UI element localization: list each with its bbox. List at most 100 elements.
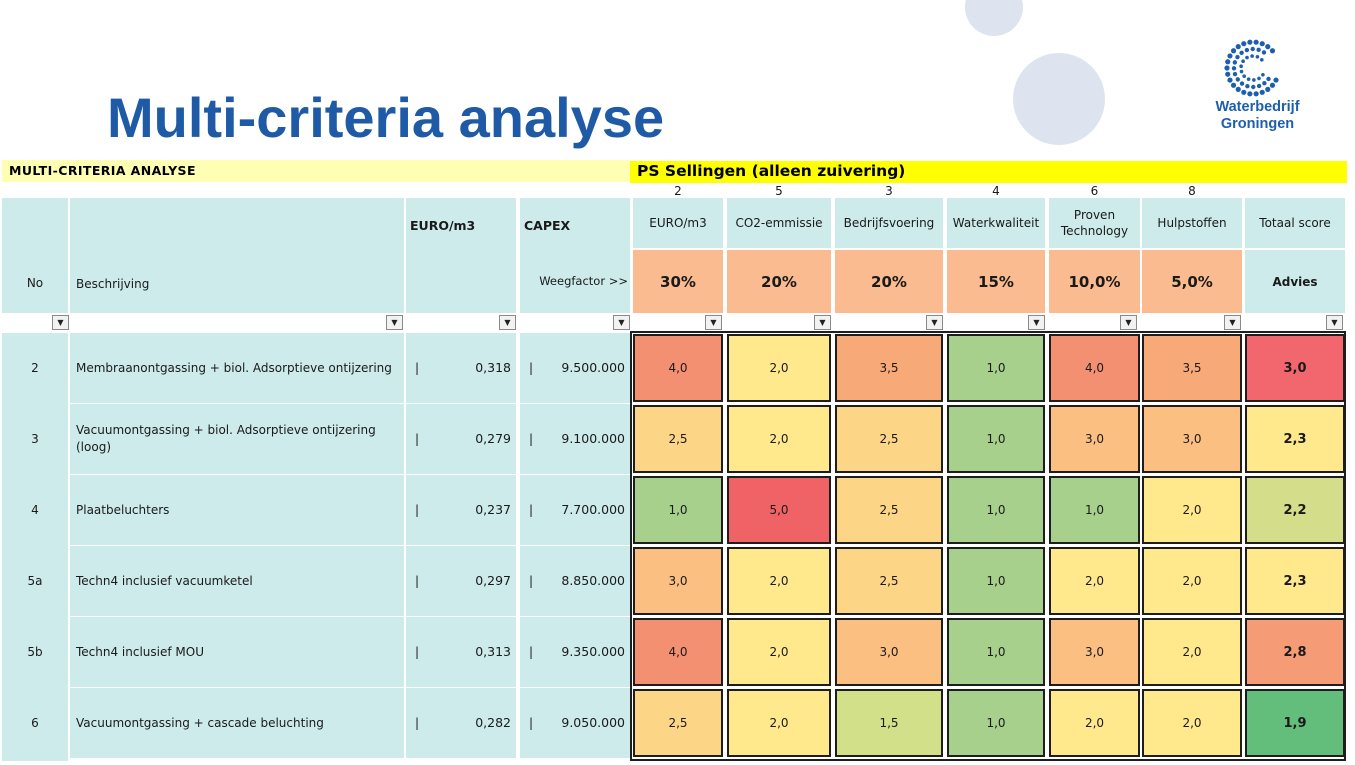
score-value: 2,5 [668, 432, 688, 446]
row-euro-value: 0,297 [475, 573, 511, 588]
header-total: Totaal score [1245, 198, 1345, 248]
score-value: 2,0 [1084, 716, 1105, 730]
score-cell: 3,0 [633, 547, 723, 615]
cell-marker: | [529, 574, 534, 588]
weight-factor-label: Weegfactor >> [539, 274, 628, 288]
row-euro: | 0,282 [406, 688, 516, 758]
score-value: 1,0 [986, 574, 1006, 588]
criterion-header: Bedrijfsvoering [835, 198, 943, 248]
row-number: 4 [2, 475, 68, 545]
row-capex-value: 9.050.000 [561, 715, 625, 730]
filter-dropdown-button[interactable]: ▼ [705, 315, 722, 330]
chevron-down-icon: ▼ [57, 318, 64, 327]
score-value: 3,0 [668, 574, 688, 588]
score-cell: 4,0 [1049, 334, 1140, 402]
header-euro: EURO/m3 [406, 198, 516, 313]
score-value: 2,5 [879, 432, 899, 446]
filter-dropdown-button[interactable]: ▼ [1120, 315, 1137, 330]
chevron-down-icon: ▼ [931, 318, 938, 327]
filter-dropdown-button[interactable]: ▼ [386, 315, 403, 330]
criterion-weight-value: 20% [871, 272, 907, 291]
chevron-down-icon: ▼ [504, 318, 511, 327]
row-description: Vacuumontgassing + cascade beluchting [70, 688, 404, 758]
filter-dropdown-button[interactable]: ▼ [499, 315, 516, 330]
score-value: 2,0 [1182, 574, 1202, 588]
filter-dropdown-button[interactable]: ▼ [1028, 315, 1045, 330]
score-cell: 5,0 [727, 476, 831, 544]
header-euro-label: EURO/m3 [410, 218, 476, 233]
score-value: 2,0 [1182, 716, 1202, 730]
row-capex: | 9.100.000 [520, 404, 630, 474]
score-value: 2,5 [879, 503, 899, 517]
row-description: Plaatbeluchters [70, 475, 404, 545]
score-value: 2,0 [769, 574, 789, 588]
row-number: 6 [2, 688, 68, 758]
score-value: 2,0 [769, 716, 789, 730]
score-cell: 2,0 [1049, 689, 1140, 757]
criterion-name: Waterkwaliteit [952, 216, 1040, 230]
total-score-value: 2,2 [1283, 502, 1307, 518]
total-score-cell: 2,8 [1245, 618, 1345, 686]
row-description-text: Vacuumontgassing + cascade beluchting [76, 715, 324, 730]
criterion-rank: 3 [885, 184, 893, 198]
score-cell: 4,0 [633, 334, 723, 402]
row-euro-value: 0,237 [475, 502, 511, 517]
score-value: 1,0 [1084, 503, 1105, 517]
filter-dropdown-button[interactable]: ▼ [52, 315, 69, 330]
score-cell: 3,0 [1142, 405, 1242, 473]
station-label-bar: PS Sellingen (alleen zuivering) [630, 161, 1347, 183]
criterion-rank: 2 [674, 184, 682, 198]
row-capex-value: 8.850.000 [561, 573, 625, 588]
row-description: Techn4 inclusief vacuumketel [70, 546, 404, 616]
score-cell: 2,5 [633, 405, 723, 473]
filter-dropdown-button[interactable]: ▼ [926, 315, 943, 330]
logo-text: Waterbedrijf Groningen [1195, 99, 1320, 133]
row-description: Techn4 inclusief MOU [70, 617, 404, 687]
score-cell: 2,0 [727, 689, 831, 757]
row-description-text: Vacuumontgassing + biol. Adsorptieve ont… [76, 423, 376, 454]
total-score-cell: 2,2 [1245, 476, 1345, 544]
score-cell: 1,0 [947, 547, 1045, 615]
criterion-rank: 5 [775, 184, 783, 198]
score-value: 3,0 [1182, 432, 1202, 446]
criterion-weight-value: 20% [761, 272, 797, 291]
score-cell: 3,0 [835, 618, 943, 686]
score-value: 3,5 [1182, 361, 1202, 375]
row-euro-value: 0,318 [475, 360, 511, 375]
criterion-weight-value: 30% [660, 272, 696, 291]
score-cell: 1,5 [835, 689, 943, 757]
filter-dropdown-button[interactable]: ▼ [613, 315, 630, 330]
score-cell: 2,5 [835, 405, 943, 473]
score-cell: 3,5 [1142, 334, 1242, 402]
row-capex-value: 9.500.000 [561, 360, 625, 375]
row-capex: | 9.350.000 [520, 617, 630, 687]
criterion-weight: 10,0% [1049, 250, 1140, 313]
score-value: 1,0 [986, 503, 1006, 517]
score-cell: 2,5 [633, 689, 723, 757]
score-value: 2,0 [769, 361, 789, 375]
score-cell: 2,0 [1142, 618, 1242, 686]
score-value: 1,0 [986, 716, 1006, 730]
decor-circle [965, 0, 1023, 36]
criterion-header: CO2-emmissie [727, 198, 831, 248]
score-value: 2,0 [1084, 574, 1105, 588]
filter-dropdown-button[interactable]: ▼ [1224, 315, 1241, 330]
score-value: 2,0 [769, 432, 789, 446]
score-value: 2,5 [879, 574, 899, 588]
score-value: 2,0 [1182, 645, 1202, 659]
station-label: PS Sellingen (alleen zuivering) [637, 162, 906, 180]
total-score-cell: 1,9 [1245, 689, 1345, 757]
total-score-cell: 2,3 [1245, 547, 1345, 615]
filter-dropdown-button[interactable]: ▼ [814, 315, 831, 330]
criterion-name: Proven Technology [1060, 208, 1129, 238]
criterion-weight: 20% [727, 250, 831, 313]
filter-dropdown-button[interactable]: ▼ [1326, 315, 1343, 330]
row-number-value: 6 [31, 716, 39, 730]
chevron-down-icon: ▼ [1331, 318, 1338, 327]
chevron-down-icon: ▼ [1125, 318, 1132, 327]
score-cell: 2,0 [727, 547, 831, 615]
criterion-weight: 30% [633, 250, 723, 313]
criterion-header: EURO/m3 [633, 198, 723, 248]
row-euro-value: 0,282 [475, 715, 511, 730]
